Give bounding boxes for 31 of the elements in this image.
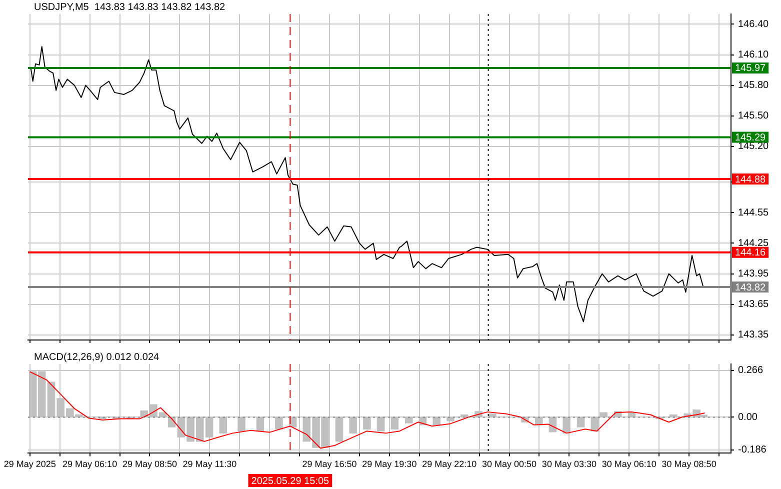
y-tick-label: 0.00 [738,412,758,423]
x-tick-label: 29 May 2025 [4,459,56,470]
x-tick-label: 29 May 19:30 [362,459,417,470]
y-tick-label: 143.65 [738,299,770,310]
chart-title: MACD(12,26,9) 0.012 0.024 [34,352,160,363]
x-tick-label: 30 May 06:10 [602,459,656,470]
x-tick-label: 29 May 22:10 [422,459,477,470]
y-tick-label: 144.25 [738,238,770,249]
x-tick-label: 29 May 16:50 [302,459,357,470]
x-tick-label: 30 May 08:50 [662,459,716,470]
chart-title: USDJPY,M5 143.83 143.83 143.82 143.82 [34,2,226,13]
y-tick-label: 144.55 [738,207,770,218]
y-tick-label: 146.40 [738,18,770,30]
ref-line-label: 144.88 [735,174,766,186]
ref-line-label: 143.82 [735,282,766,294]
ref-line-label: 144.16 [735,248,766,259]
ref-line-label: 145.97 [735,63,766,74]
x-tick-label: 30 May 00:50 [482,459,537,470]
y-tick-label: -0.186 [738,444,767,456]
x-tick-label: 29 May 11:30 [182,459,237,470]
y-tick-label: 145.50 [738,110,770,122]
x-tick-label: 30 May 03:30 [542,459,596,470]
x-tick-label: 29 May 08:50 [122,459,177,470]
x-tick-label: 29 May 06:10 [62,459,118,470]
ref-line-label: 2025.05.29 15:05 [251,476,330,487]
y-tick-label: 143.35 [738,330,770,341]
y-tick-label: 143.95 [738,268,770,280]
ref-line-label: 145.29 [735,132,766,144]
y-tick-label: 145.80 [738,80,770,92]
y-tick-label: 146.10 [738,50,770,60]
y-tick-label: 0.266 [738,365,764,376]
